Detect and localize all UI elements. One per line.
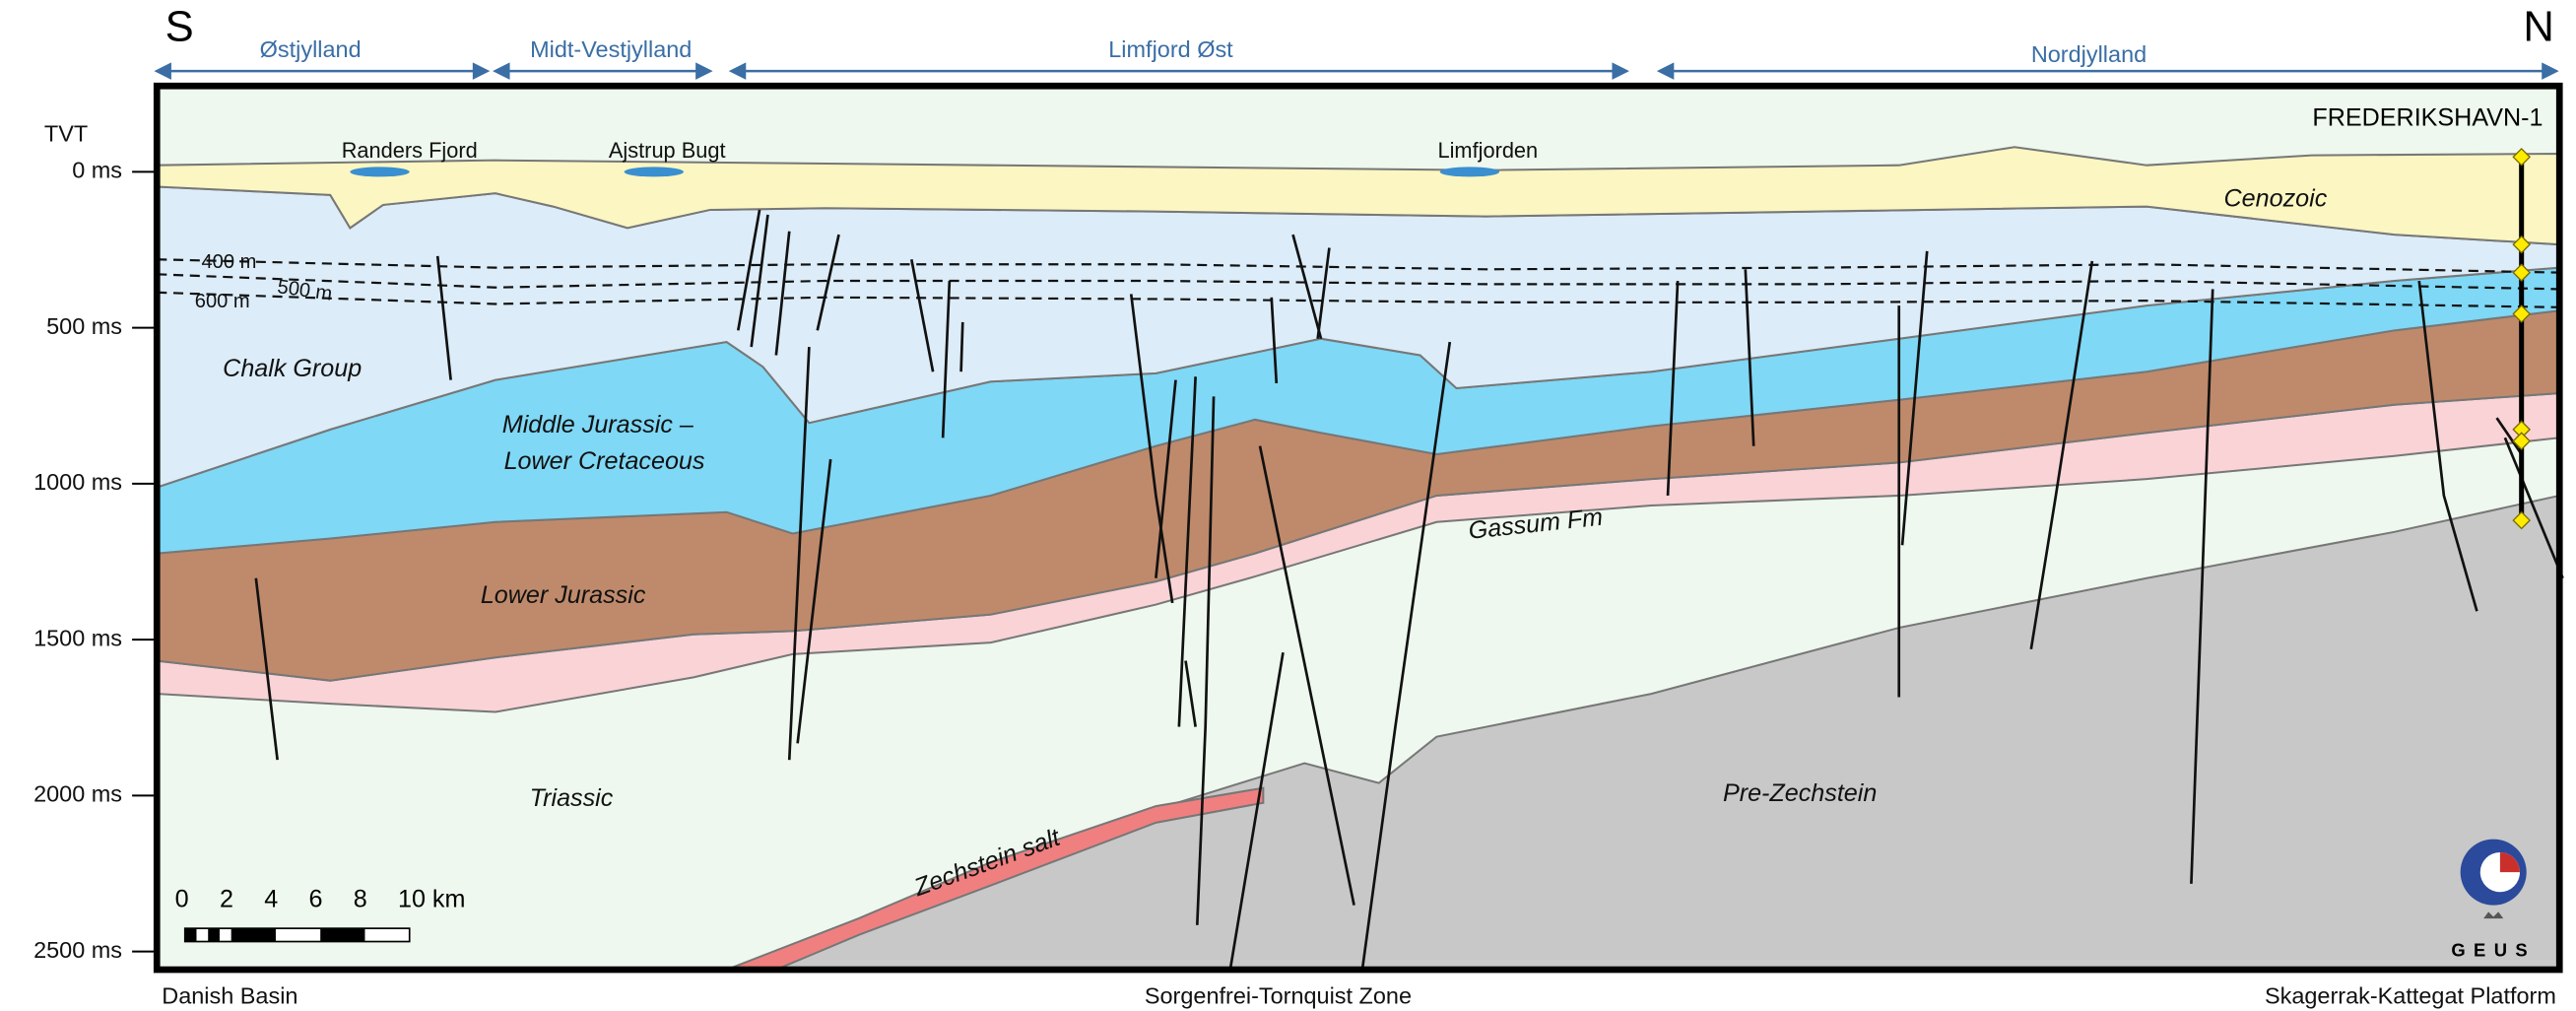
axis-label: 0 ms: [72, 158, 122, 183]
scale-label: 4: [264, 885, 278, 912]
contour-label: 600 m: [195, 291, 250, 312]
region-label: Østjylland: [260, 36, 362, 62]
fault: [961, 322, 963, 371]
scale-bar: [185, 928, 410, 941]
south-label: S: [165, 4, 194, 51]
place-label: Randers Fjord: [342, 138, 478, 163]
region-arrows: [157, 64, 2556, 77]
axis-labels: 0 ms 500 ms 1000 ms 1500 ms 2000 ms 2500 ms: [33, 158, 157, 963]
place-label: Ajstrup Bugt: [609, 138, 726, 163]
layers: [157, 86, 2559, 970]
axis-label: 500 ms: [46, 313, 122, 339]
scale-label: 6: [308, 885, 322, 912]
region-label: Limfjord Øst: [1108, 36, 1233, 62]
water: [625, 167, 684, 176]
contour-label: 400 m: [202, 251, 257, 273]
logo-text: GEUS: [2451, 939, 2536, 960]
footer-label: Danish Basin: [162, 983, 297, 1009]
footer-label: Skagerrak-Kattegat Platform: [2265, 983, 2556, 1009]
axis-label: 1500 ms: [33, 625, 122, 650]
region-label: Nordjylland: [2031, 41, 2147, 67]
scale-label: 10 km: [398, 885, 465, 912]
scale-label: 8: [354, 885, 367, 912]
axis-title: TVT: [44, 121, 88, 147]
well-label: FREDERIKSHAVN-1: [2312, 103, 2543, 131]
unit-label: Triassic: [530, 784, 614, 812]
footer-label: Sorgenfrei-Tornquist Zone: [1145, 983, 1412, 1009]
unit-label: Pre-Zechstein: [1723, 779, 1877, 807]
unit-label: Lower Jurassic: [481, 581, 646, 609]
cross-section: S N Østjylland Midt-Vestjylland Limfjord…: [0, 0, 2576, 1011]
page: {"header": {"south": "S", "north": "N", …: [0, 0, 2576, 1011]
place-label: Limfjorden: [1437, 138, 1538, 163]
unit-label: Cenozoic: [2224, 185, 2328, 213]
unit-label: Middle Jurassic –: [502, 411, 694, 438]
axis-label: 2000 ms: [33, 781, 122, 807]
axis-label: 1000 ms: [33, 469, 122, 495]
axis-label: 2500 ms: [33, 937, 122, 963]
scale-label: 0: [175, 885, 189, 912]
scale-label: 2: [220, 885, 233, 912]
north-label: N: [2523, 4, 2553, 51]
water: [1440, 167, 1499, 176]
unit-label: Lower Cretaceous: [504, 447, 705, 475]
water: [350, 167, 409, 176]
unit-label: Chalk Group: [223, 355, 362, 382]
region-label: Midt-Vestjylland: [530, 36, 692, 62]
